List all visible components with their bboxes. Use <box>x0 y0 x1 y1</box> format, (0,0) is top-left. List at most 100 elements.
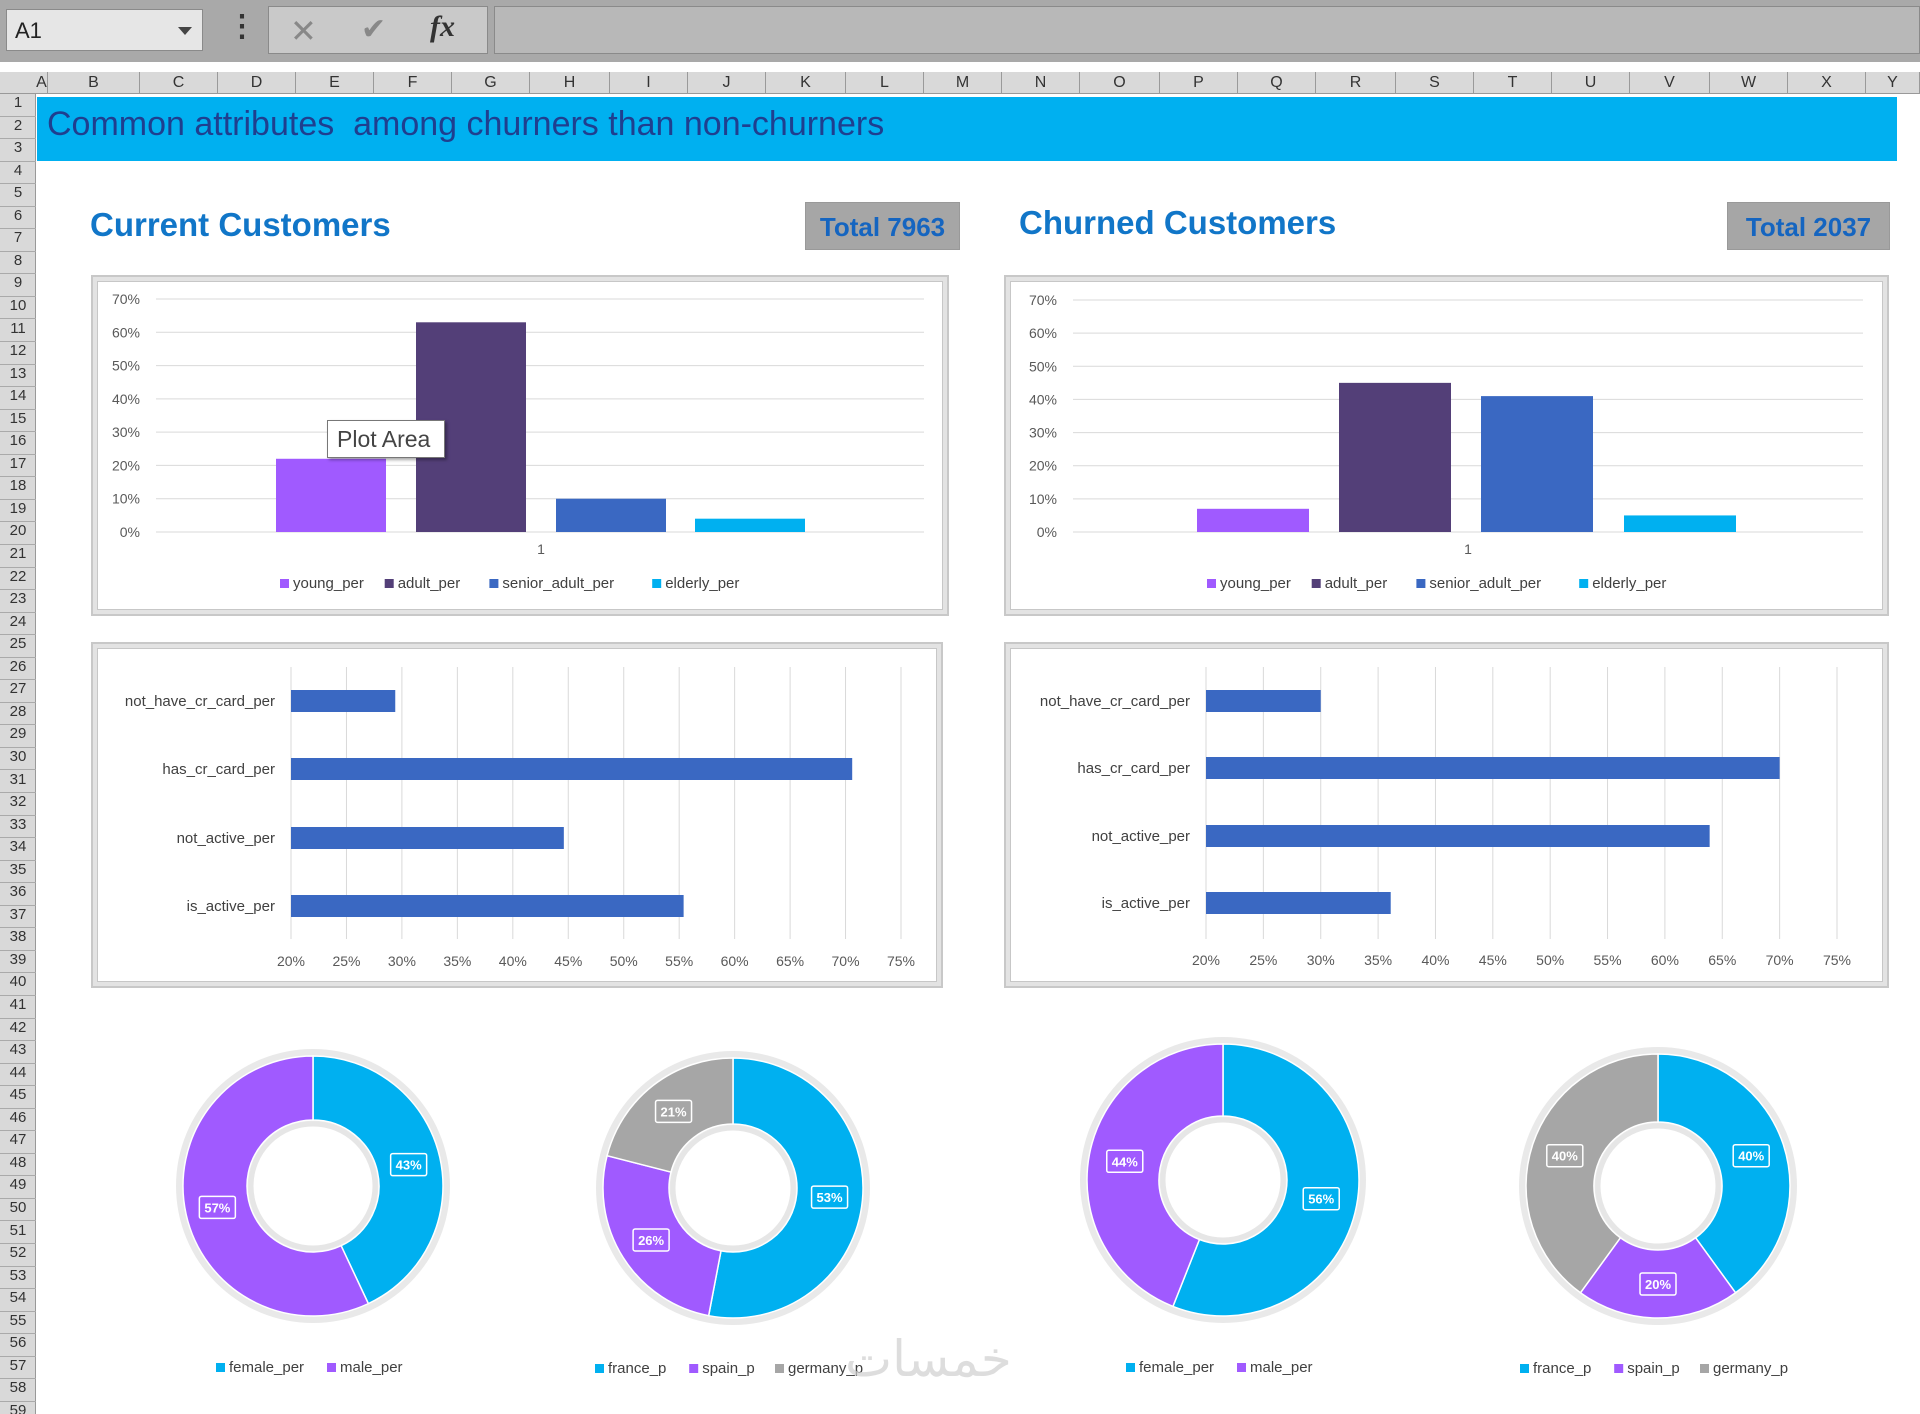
column-header[interactable]: W <box>1710 72 1788 94</box>
row-header[interactable]: 33 <box>0 816 36 839</box>
row-header[interactable]: 40 <box>0 973 36 996</box>
row-header[interactable]: 17 <box>0 455 36 478</box>
row-header[interactable]: 34 <box>0 838 36 861</box>
row-header[interactable]: 31 <box>0 771 36 794</box>
legend-swatch <box>1416 579 1426 588</box>
row-header[interactable]: 52 <box>0 1244 36 1267</box>
row-header[interactable]: 21 <box>0 545 36 568</box>
geo-chart-churned[interactable]: 40% 20% 40% france_p spain_p germany_p <box>1485 1030 1845 1390</box>
column-header[interactable]: D <box>218 72 296 94</box>
row-header[interactable]: 28 <box>0 703 36 726</box>
row-header[interactable]: 29 <box>0 725 36 748</box>
row-header[interactable]: 42 <box>0 1019 36 1042</box>
formula-input[interactable] <box>494 6 1920 54</box>
row-header[interactable]: 44 <box>0 1064 36 1087</box>
row-header[interactable]: 10 <box>0 297 36 320</box>
insert-function-icon[interactable]: fx <box>430 10 455 43</box>
row-header[interactable]: 56 <box>0 1334 36 1357</box>
row-header[interactable]: 50 <box>0 1199 36 1222</box>
row-header[interactable]: 38 <box>0 928 36 951</box>
geo-chart-current[interactable]: 53% 26% 21% france_p spain_p germany_p <box>560 1030 920 1390</box>
column-header[interactable]: E <box>296 72 374 94</box>
column-header[interactable]: R <box>1316 72 1396 94</box>
row-header[interactable]: 32 <box>0 793 36 816</box>
row-header[interactable]: 37 <box>0 906 36 929</box>
row-header[interactable]: 6 <box>0 207 36 230</box>
row-header[interactable]: 11 <box>0 320 36 343</box>
column-header[interactable]: I <box>610 72 688 94</box>
row-header[interactable]: 55 <box>0 1312 36 1335</box>
row-header[interactable]: 9 <box>0 274 36 297</box>
row-header[interactable]: 19 <box>0 500 36 523</box>
column-header[interactable]: G <box>452 72 530 94</box>
cancel-icon[interactable]: ✕ <box>290 13 317 49</box>
column-header[interactable]: Y <box>1866 72 1920 94</box>
column-header[interactable]: U <box>1552 72 1630 94</box>
row-header[interactable]: 18 <box>0 477 36 500</box>
name-box-dropdown-icon[interactable] <box>178 27 192 35</box>
gender-chart-churned[interactable]: 56% 44% female_per male_per <box>1060 1030 1420 1390</box>
name-box[interactable]: A1 <box>6 9 203 51</box>
row-header[interactable]: 35 <box>0 861 36 884</box>
column-header[interactable]: L <box>846 72 924 94</box>
more-options-icon[interactable]: ⋮ <box>227 10 257 43</box>
row-header[interactable]: 13 <box>0 365 36 388</box>
column-header[interactable]: X <box>1788 72 1866 94</box>
column-header[interactable]: C <box>140 72 218 94</box>
row-header[interactable]: 41 <box>0 996 36 1019</box>
row-header[interactable]: 26 <box>0 658 36 681</box>
row-header[interactable]: 25 <box>0 635 36 658</box>
column-header[interactable]: A <box>36 72 48 94</box>
row-header[interactable]: 39 <box>0 951 36 974</box>
row-header[interactable]: 2 <box>0 117 36 140</box>
row-header[interactable]: 27 <box>0 680 36 703</box>
gender-chart-current[interactable]: 43% 57% female_per male_per <box>140 1030 500 1390</box>
row-header[interactable]: 5 <box>0 184 36 207</box>
column-header[interactable]: P <box>1160 72 1238 94</box>
column-header[interactable]: S <box>1396 72 1474 94</box>
row-header[interactable]: 15 <box>0 410 36 433</box>
column-header[interactable]: J <box>688 72 766 94</box>
row-header[interactable]: 49 <box>0 1176 36 1199</box>
row-header[interactable]: 3 <box>0 139 36 162</box>
row-header[interactable]: 16 <box>0 432 36 455</box>
cards-chart-current[interactable]: 20% 25% 30% 35% 40% 45% 50% 55% 60% 65% 70% 75% not_… <box>97 648 937 982</box>
row-header[interactable]: 59 <box>0 1402 36 1414</box>
row-header[interactable]: 8 <box>0 252 36 275</box>
row-header[interactable]: 46 <box>0 1109 36 1132</box>
column-header[interactable]: H <box>530 72 610 94</box>
row-header[interactable]: 57 <box>0 1357 36 1380</box>
row-header[interactable]: 30 <box>0 748 36 771</box>
column-header[interactable]: O <box>1080 72 1160 94</box>
row-header[interactable]: 22 <box>0 568 36 591</box>
row-header[interactable]: 43 <box>0 1041 36 1064</box>
column-header[interactable]: V <box>1630 72 1710 94</box>
row-header[interactable]: 4 <box>0 162 36 185</box>
row-header[interactable]: 23 <box>0 590 36 613</box>
row-header[interactable]: 58 <box>0 1379 36 1402</box>
row-header[interactable]: 54 <box>0 1289 36 1312</box>
row-header[interactable]: 53 <box>0 1267 36 1290</box>
column-header[interactable]: K <box>766 72 846 94</box>
row-header[interactable]: 48 <box>0 1154 36 1177</box>
column-header[interactable]: F <box>374 72 452 94</box>
enter-icon[interactable]: ✔ <box>361 13 387 46</box>
cards-chart-churned[interactable]: 20% 25% 30% 35% 40% 45% 50% 55% 60% 65% 70% 75% not_… <box>1010 648 1883 982</box>
age-chart-current[interactable]: 0% 10% 20% 30% 40% 50% 60% 70% 1 young_per adult_p… <box>97 281 943 610</box>
column-header[interactable]: B <box>48 72 140 94</box>
row-header[interactable]: 36 <box>0 883 36 906</box>
row-header[interactable]: 47 <box>0 1131 36 1154</box>
row-header[interactable]: 14 <box>0 387 36 410</box>
age-chart-churned[interactable]: 0% 10% 20% 30% 40% 50% 60% 70% 1 young_per adult_p… <box>1010 281 1883 610</box>
row-header[interactable]: 45 <box>0 1086 36 1109</box>
column-header[interactable]: Q <box>1238 72 1316 94</box>
row-header[interactable]: 24 <box>0 613 36 636</box>
row-header[interactable]: 12 <box>0 342 36 365</box>
column-header[interactable]: T <box>1474 72 1552 94</box>
column-header[interactable]: N <box>1002 72 1080 94</box>
row-header[interactable]: 1 <box>0 94 36 117</box>
row-header[interactable]: 7 <box>0 229 36 252</box>
row-header[interactable]: 51 <box>0 1222 36 1245</box>
row-header[interactable]: 20 <box>0 522 36 545</box>
column-header[interactable]: M <box>924 72 1002 94</box>
